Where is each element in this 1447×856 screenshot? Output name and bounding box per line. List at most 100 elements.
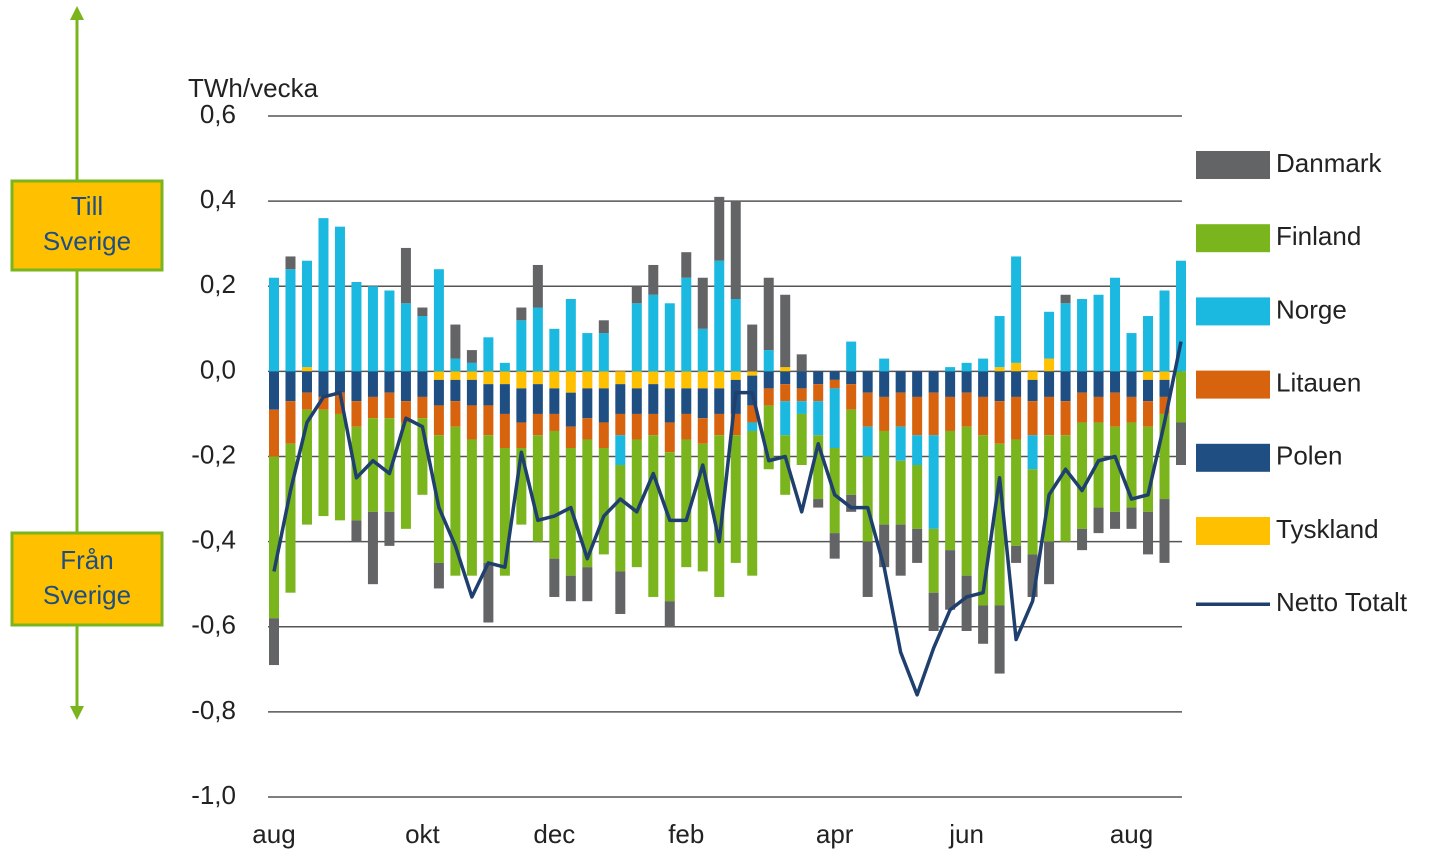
bar-segment — [1093, 507, 1104, 534]
bar-segment — [648, 294, 659, 372]
bar-segment — [813, 371, 824, 385]
bar-segment — [549, 371, 560, 389]
bar-segment — [269, 371, 279, 410]
bar-segment — [367, 371, 378, 397]
bar-segment — [400, 422, 411, 529]
bar-segment — [1011, 362, 1022, 372]
y-tick-label: 0,4 — [200, 184, 236, 214]
y-tick-label: -1,0 — [191, 780, 236, 810]
legend-label: Finland — [1276, 221, 1361, 251]
bar-segment — [417, 418, 428, 495]
bar-segment — [928, 528, 939, 593]
bar-segment — [1027, 435, 1038, 470]
bar-segment — [565, 299, 576, 372]
legend-label: Danmark — [1276, 148, 1382, 178]
bar-segment — [483, 337, 494, 372]
bar-segment — [549, 430, 560, 559]
bar-segment — [978, 371, 989, 397]
bar-segment — [730, 299, 741, 372]
bar-segment — [450, 379, 461, 402]
bar-segment — [664, 601, 675, 627]
bar-segment — [582, 388, 593, 419]
bar-segment — [780, 401, 791, 436]
bar-segment — [862, 426, 873, 457]
bar-segment — [895, 460, 906, 525]
bar-segment — [796, 354, 807, 372]
bar-segment — [1077, 371, 1088, 393]
bar-segment — [846, 341, 857, 372]
bar-segment — [879, 396, 890, 431]
bar-segment — [747, 405, 758, 423]
bar-segment — [1027, 379, 1038, 402]
bar-segment — [532, 264, 543, 308]
annotation: Sverige — [43, 580, 131, 610]
bar-segment — [912, 396, 923, 436]
x-tick-label: dec — [533, 819, 575, 849]
bar-segment — [1060, 371, 1071, 402]
bar-segment — [978, 358, 989, 372]
bar-segment — [1027, 371, 1038, 380]
bar-segment — [664, 388, 675, 423]
bar-segment — [269, 277, 279, 372]
bar-segment — [829, 533, 840, 559]
bar-segment — [631, 371, 642, 389]
bar-segment — [1143, 401, 1154, 427]
bar-segment — [664, 422, 675, 453]
bar-segment — [978, 435, 989, 606]
bar-segment — [1044, 371, 1055, 397]
bar-segment — [598, 422, 609, 448]
bar-segment — [730, 413, 741, 436]
bar-segment — [301, 392, 312, 410]
bar-segment — [483, 371, 494, 385]
bar-segment — [1143, 371, 1154, 380]
bar-segment — [912, 371, 923, 397]
bar-segment — [648, 264, 659, 295]
bar-segment — [466, 362, 477, 372]
bar-segment — [318, 409, 329, 517]
bar-segment — [978, 396, 989, 436]
bar-segment — [697, 418, 708, 444]
bar-segment — [730, 371, 741, 380]
bar-segment — [895, 426, 906, 461]
bar-segment — [269, 456, 279, 619]
bar-segment — [714, 435, 725, 597]
bar-segment — [928, 371, 939, 393]
y-tick-label: 0,2 — [200, 269, 236, 299]
bar-segment — [1159, 499, 1170, 563]
bar-segment — [384, 418, 395, 512]
bar-segment — [1093, 294, 1104, 372]
bar-segment — [301, 371, 312, 393]
bar-segment — [483, 384, 494, 406]
bar-segment — [813, 499, 824, 508]
bar-segment — [269, 618, 279, 666]
legend-label: Litauen — [1276, 367, 1361, 397]
bar-segment — [994, 605, 1005, 674]
bar-segment — [780, 435, 791, 495]
bar-segment — [615, 384, 626, 414]
bar-segment — [1011, 545, 1022, 563]
bar-segment — [466, 371, 477, 380]
bar-segment — [433, 371, 444, 380]
bar-segment — [433, 269, 444, 372]
bar-segment — [384, 290, 395, 372]
bar-segment — [1126, 371, 1137, 397]
bar-segment — [417, 307, 428, 317]
bar-segment — [846, 384, 857, 410]
bar-segment — [664, 371, 675, 389]
bar-segment — [648, 435, 659, 597]
bar-segment — [565, 426, 576, 448]
bar-segment — [615, 435, 626, 466]
bar-segment — [1060, 294, 1071, 304]
bar-segment — [582, 567, 593, 602]
bar-segment — [912, 465, 923, 529]
bar-segment — [763, 388, 774, 406]
bar-segment — [499, 371, 510, 385]
bar-segment — [648, 413, 659, 436]
legend-swatch — [1196, 224, 1270, 253]
bar-segment — [351, 371, 362, 402]
legend-swatch — [1196, 297, 1270, 326]
bar-segment — [1126, 422, 1137, 508]
bar-segment — [631, 286, 642, 304]
bar-segment — [516, 320, 527, 372]
bar-segment — [1077, 422, 1088, 529]
